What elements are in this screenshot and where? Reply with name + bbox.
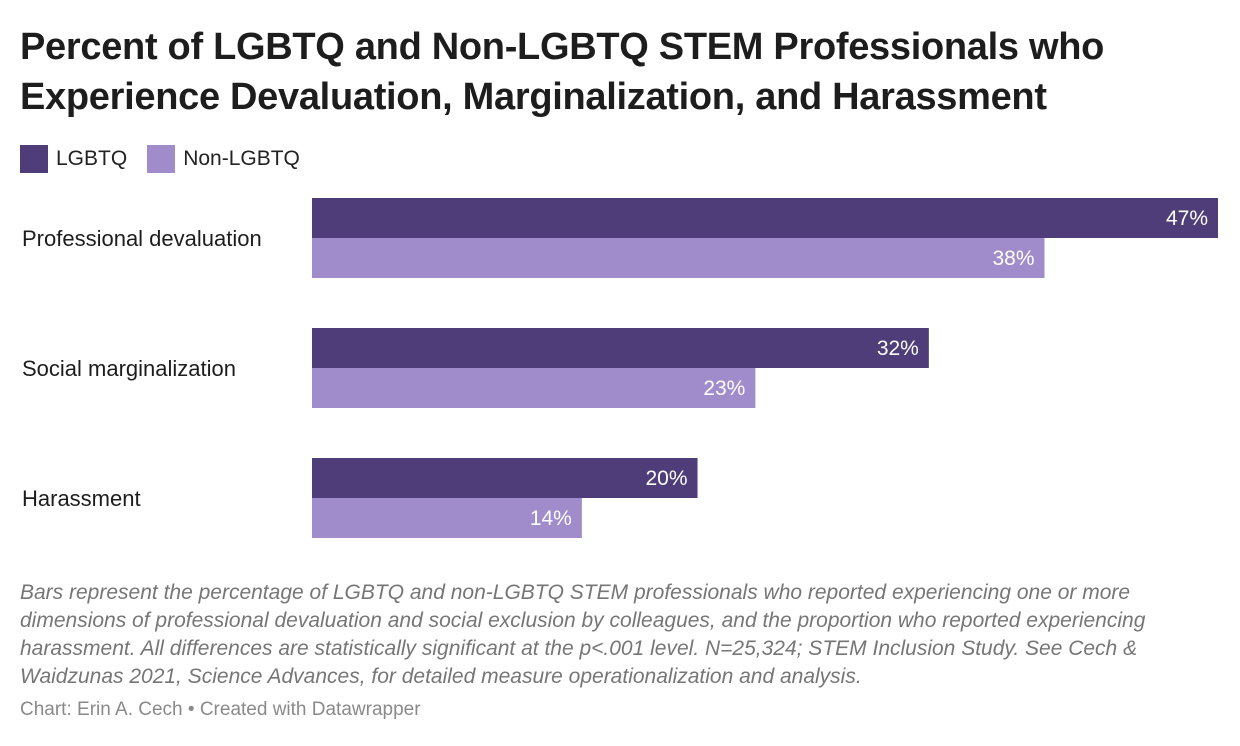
value-label-lgbtq-harassment: 20% [646, 467, 688, 490]
bar-lgbtq-professional-devaluation [312, 198, 1218, 238]
legend-swatch-non-lgbtq [147, 145, 176, 173]
category-label-harassment: Harassment [22, 486, 141, 511]
value-label-lgbtq-professional-devaluation: 47% [1166, 207, 1208, 230]
value-label-non-lgbtq-harassment: 14% [530, 507, 572, 530]
legend-item-non-lgbtq: Non-LGBTQ [147, 145, 300, 173]
category-label-professional-devaluation: Professional devaluation [22, 226, 262, 251]
bar-chart: Professional devaluation 47% 38% Social mar… [22, 198, 1218, 538]
chart-notes: Bars represent the percentage of LGBTQ a… [20, 581, 1146, 688]
value-label-non-lgbtq-professional-devaluation: 38% [992, 247, 1034, 270]
value-label-lgbtq-social-marginalization: 32% [877, 337, 919, 360]
legend: LGBTQ Non-LGBTQ [20, 144, 320, 174]
chart-credit: Chart: Erin A. Cech • Created with Dataw… [20, 699, 421, 720]
bar-non-lgbtq-social-marginalization [312, 368, 756, 408]
value-label-non-lgbtq-social-marginalization: 23% [703, 377, 745, 400]
chart-title: Percent of LGBTQ and Non-LGBTQ STEM Prof… [20, 26, 1105, 118]
category-label-social-marginalization: Social marginalization [22, 356, 236, 381]
bar-non-lgbtq-harassment [312, 498, 582, 538]
legend-item-lgbtq: LGBTQ [20, 145, 127, 173]
bar-non-lgbtq-professional-devaluation [312, 238, 1045, 278]
legend-label-non-lgbtq: Non-LGBTQ [183, 147, 300, 170]
legend-swatch-lgbtq [20, 145, 48, 173]
bar-lgbtq-social-marginalization [312, 328, 929, 368]
bar-lgbtq-harassment [312, 458, 698, 498]
legend-label-lgbtq: LGBTQ [56, 147, 128, 170]
